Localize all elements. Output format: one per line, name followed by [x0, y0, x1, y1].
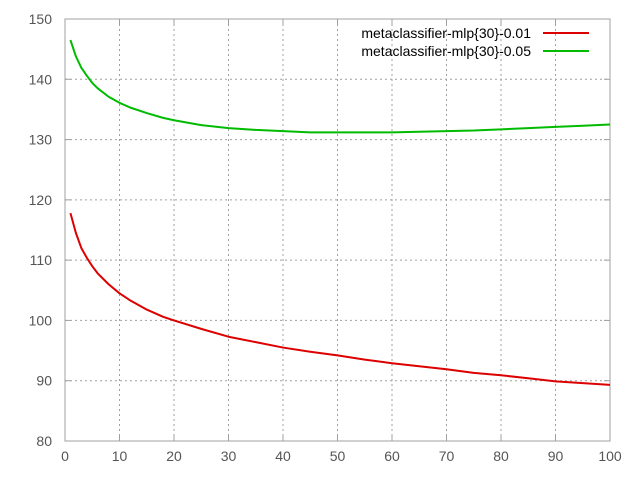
x-tick-label: 0 — [61, 448, 69, 464]
legend-label-0: metaclassifier-mlp{30}-0.01 — [361, 25, 531, 41]
y-tick-label: 80 — [36, 433, 52, 449]
y-tick-label: 100 — [29, 312, 53, 328]
x-tick-label: 40 — [275, 448, 291, 464]
legend-label-1: metaclassifier-mlp{30}-0.05 — [361, 43, 531, 59]
x-tick-label: 80 — [493, 448, 509, 464]
x-tick-label: 50 — [330, 448, 346, 464]
series-line-1 — [69, 39, 611, 134]
y-tick-label: 90 — [36, 373, 52, 389]
x-tick-label: 10 — [112, 448, 128, 464]
x-tick-label: 20 — [166, 448, 182, 464]
series-line-0 — [69, 212, 611, 386]
y-tick-label: 120 — [29, 192, 53, 208]
y-tick-label: 130 — [29, 132, 53, 148]
y-tick-label: 150 — [29, 11, 53, 27]
x-tick-label: 90 — [548, 448, 564, 464]
y-tick-label: 140 — [29, 71, 53, 87]
x-tick-label: 100 — [598, 448, 622, 464]
x-tick-label: 70 — [439, 448, 455, 464]
y-tick-label: 110 — [30, 252, 53, 268]
x-tick-label: 60 — [384, 448, 400, 464]
x-tick-label: 30 — [221, 448, 237, 464]
